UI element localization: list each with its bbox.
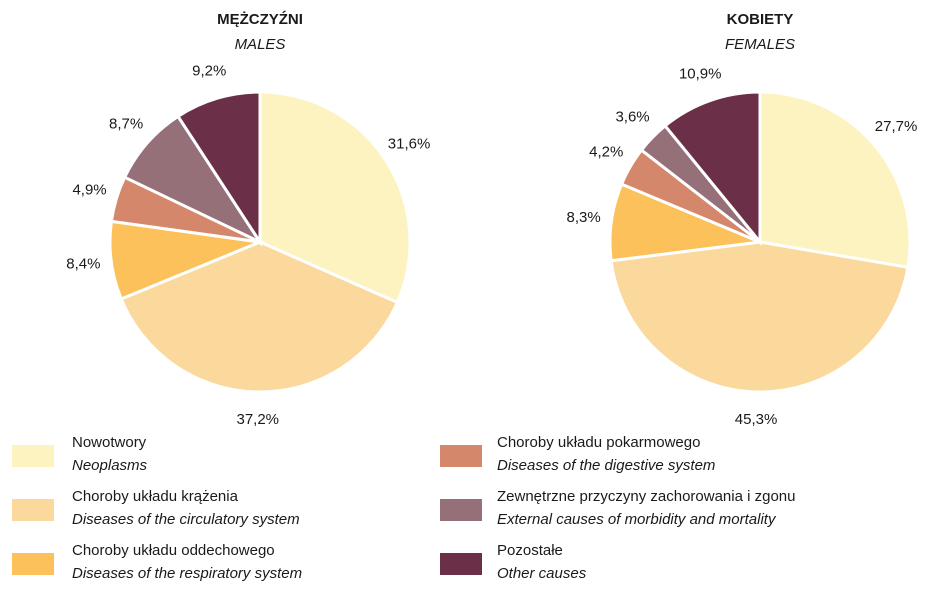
legend-label-en: Neoplasms [72, 457, 148, 474]
legend-swatch [440, 553, 482, 575]
slice-label: 31,6% [388, 136, 431, 153]
legend-label: Choroby układu oddechowego [72, 542, 275, 559]
legend-label-en: External causes of morbidity and mortali… [497, 511, 777, 528]
slice-label: 3,6% [615, 109, 649, 126]
slice-label: 8,3% [567, 209, 601, 226]
legend-label: Pozostałe [497, 542, 563, 559]
legend-swatch [440, 445, 482, 467]
legend-swatch [12, 553, 54, 575]
legend-label: Zewnętrzne przyczyny zachorowania i zgon… [497, 488, 795, 505]
chart-title: KOBIETY [727, 11, 794, 28]
legend-label-en: Diseases of the circulatory system [72, 511, 300, 528]
legend-label-en: Diseases of the respiratory system [72, 565, 302, 582]
chart-title: MĘŻCZYŹNI [217, 11, 303, 28]
slice-label: 4,9% [72, 182, 106, 199]
legend-swatch [12, 499, 54, 521]
legend-label: Choroby układu pokarmowego [497, 434, 700, 451]
legend-label: Choroby układu krążenia [72, 488, 239, 505]
pie-slice [663, 90, 762, 247]
pie-slice [175, 90, 262, 248]
slice-label: 45,3% [735, 411, 778, 428]
pie-slice [609, 240, 910, 394]
legend-label: Nowotwory [72, 434, 147, 451]
chart-subtitle: MALES [235, 36, 286, 53]
legend-swatch [12, 445, 54, 467]
pie-slice [122, 114, 265, 246]
slice-label: 37,2% [236, 411, 279, 428]
pie-slice [758, 90, 912, 270]
slice-label: 9,2% [192, 62, 226, 79]
pie-slice [119, 240, 400, 394]
slice-label: 27,7% [875, 118, 918, 135]
slice-label: 8,7% [109, 116, 143, 133]
legend-label-en: Other causes [497, 565, 587, 582]
legend-label-en: Diseases of the digestive system [497, 457, 715, 474]
slice-label: 10,9% [679, 65, 722, 82]
legend-swatch [440, 499, 482, 521]
slice-label: 4,2% [589, 143, 623, 160]
chart-subtitle: FEMALES [725, 36, 795, 53]
slice-label: 8,4% [66, 255, 100, 272]
pie-slice [258, 90, 412, 305]
